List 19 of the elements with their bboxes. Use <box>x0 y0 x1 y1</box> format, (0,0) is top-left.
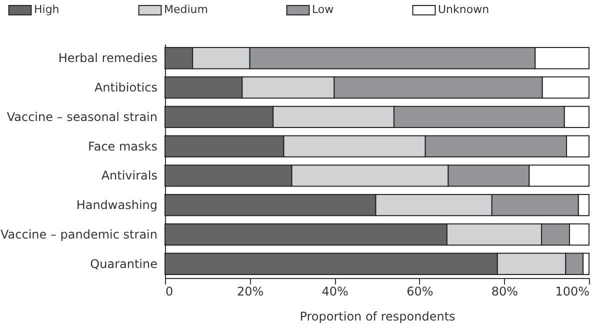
x-tick-label: 20% <box>236 284 264 298</box>
y-tick-label: Quarantine <box>90 256 158 271</box>
y-tick-label: Handwashing <box>76 198 158 212</box>
x-tick-label: 80% <box>491 284 518 298</box>
y-tick-label: Herbal remedies <box>58 51 158 66</box>
x-tick-label: 40% <box>322 284 348 298</box>
legend-label: Low <box>312 3 334 16</box>
y-tick-label: Face masks <box>88 139 158 154</box>
y-tick-label: Antivirals <box>101 168 158 183</box>
x-axis-title: Proportion of respondents <box>300 310 456 324</box>
legend-label: Unknown <box>438 3 490 16</box>
y-tick-label: Vaccine – pandemic strain <box>0 227 158 242</box>
legend-label: High <box>34 3 60 16</box>
y-tick-label: Vaccine – seasonal strain <box>6 110 158 124</box>
legend-label: Medium <box>164 3 208 16</box>
y-tick-label: Antibiotics <box>94 80 158 95</box>
x-tick-label: 0 <box>166 284 174 298</box>
x-tick-label: 100% <box>555 284 590 298</box>
x-tick-label: 60% <box>406 284 434 298</box>
